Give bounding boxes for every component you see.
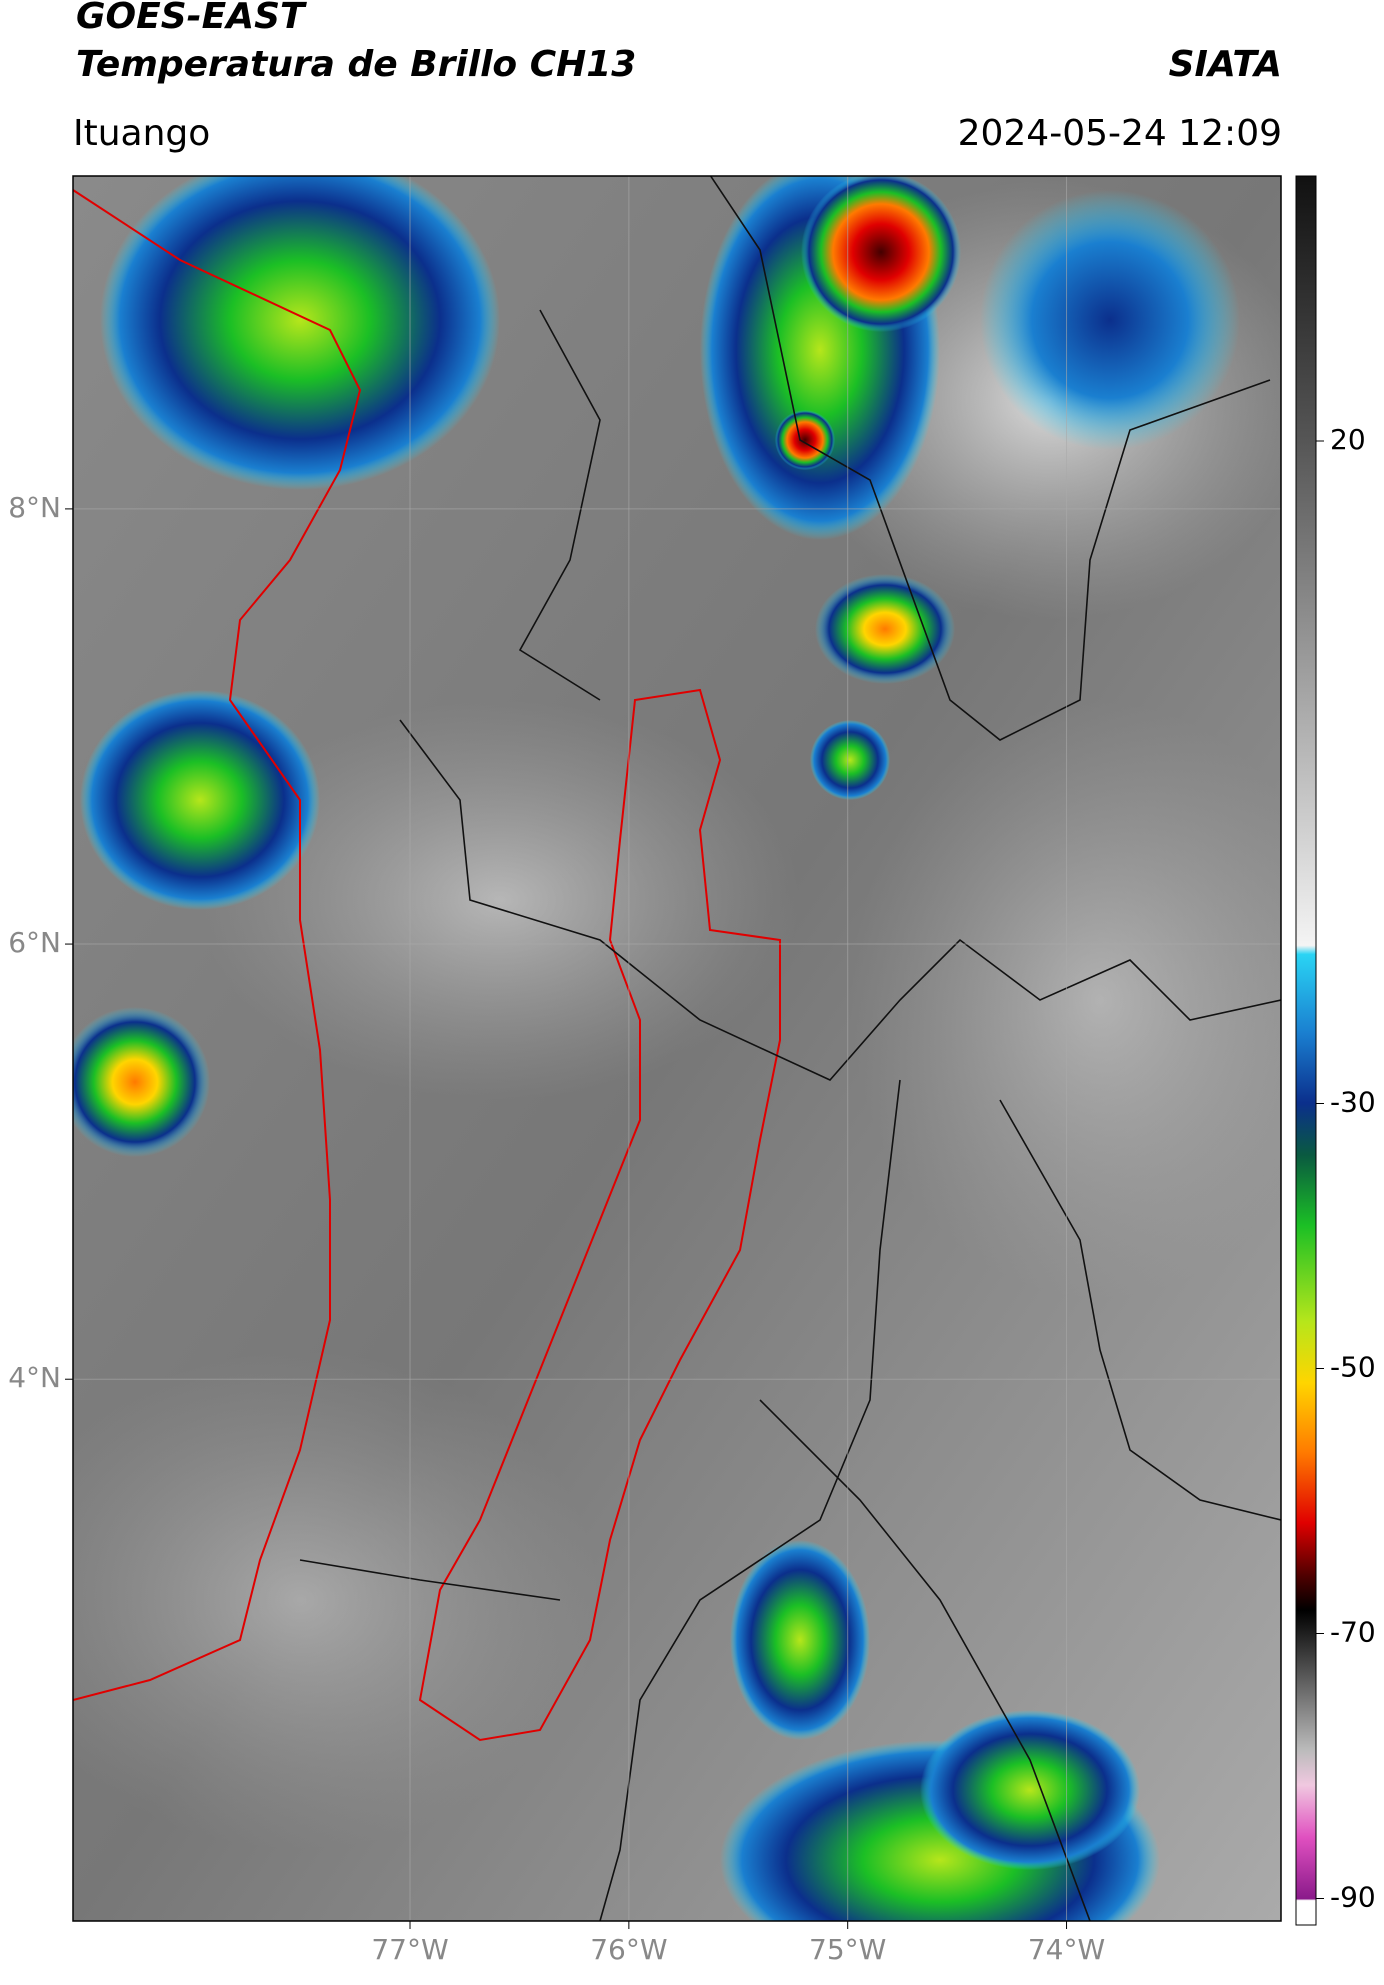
admin-boundary bbox=[299, 176, 1281, 1921]
cloud bbox=[73, 1350, 600, 1850]
map-image bbox=[73, 176, 1281, 1921]
title: GOES-EAST bbox=[76, 0, 307, 37]
storm-cell bbox=[810, 720, 890, 800]
storm-cell bbox=[80, 690, 320, 910]
storm-cell bbox=[730, 1540, 870, 1740]
lon-tick-label: 75°W bbox=[809, 1933, 886, 1966]
coastline bbox=[73, 189, 362, 1701]
storm-cell bbox=[775, 410, 835, 470]
storm-cell bbox=[980, 190, 1240, 450]
cloud bbox=[200, 700, 800, 1100]
colorbar-tick-label: -90 bbox=[1330, 1881, 1376, 1914]
title: Temperatura de Brillo CH13 bbox=[76, 44, 636, 85]
lat-tick-label: 6°N bbox=[8, 926, 61, 959]
lon-tick-label: 77°W bbox=[371, 1933, 448, 1966]
map-frame bbox=[72, 175, 1282, 1922]
colorbar bbox=[1295, 175, 1317, 1926]
lon-tick-label: 76°W bbox=[590, 1933, 667, 1966]
storm-cell bbox=[815, 574, 955, 684]
lat-tick-label: 8°N bbox=[8, 491, 61, 524]
region-boundary bbox=[418, 688, 781, 1742]
source: SIATA bbox=[1169, 44, 1282, 85]
cloud bbox=[850, 700, 1281, 1300]
storm-cell bbox=[801, 176, 961, 332]
colorbar-tick-label: 20 bbox=[1330, 423, 1366, 456]
storm-cell bbox=[73, 1007, 210, 1157]
colorbar-tick-label: -50 bbox=[1330, 1351, 1376, 1384]
location: Ituango bbox=[73, 113, 210, 154]
lon-tick-label: 74°W bbox=[1028, 1933, 1105, 1966]
colorbar-tick-label: -30 bbox=[1330, 1086, 1376, 1119]
datetime: 2024-05-24 12:09 bbox=[958, 113, 1282, 154]
storm-cell bbox=[100, 176, 500, 490]
graticule bbox=[73, 176, 1281, 1921]
lat-tick-label: 4°N bbox=[8, 1361, 61, 1394]
colorbar-tick-label: -70 bbox=[1330, 1616, 1376, 1649]
storm-cell bbox=[920, 1710, 1140, 1870]
